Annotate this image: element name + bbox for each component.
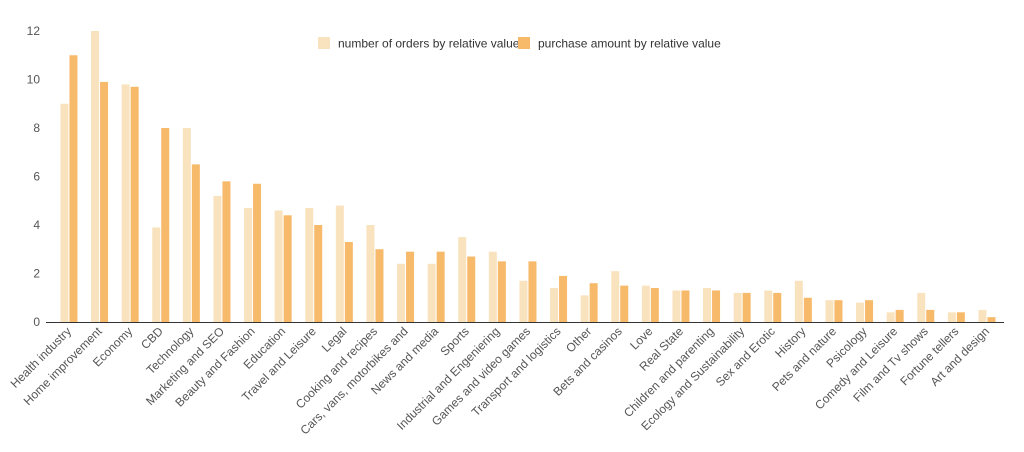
bar-purchase bbox=[436, 251, 445, 322]
bar-purchase bbox=[803, 297, 812, 322]
y-tick-label: 6 bbox=[33, 170, 40, 184]
bar-purchase bbox=[344, 241, 353, 322]
bar-orders bbox=[397, 263, 406, 322]
y-tick-label: 4 bbox=[33, 218, 40, 232]
y-tick-label: 10 bbox=[27, 73, 41, 87]
bar-orders bbox=[60, 103, 69, 322]
bar-orders bbox=[947, 312, 956, 322]
bar-orders bbox=[764, 290, 773, 322]
bar-purchase bbox=[191, 164, 200, 322]
bar-purchase bbox=[253, 183, 262, 322]
bar-purchase bbox=[559, 275, 568, 322]
bar-purchase bbox=[742, 292, 751, 322]
y-tick-label: 2 bbox=[33, 267, 40, 281]
chart-legend: number of orders by relative value purch… bbox=[318, 37, 721, 51]
bar-purchase bbox=[130, 86, 139, 323]
bar-orders bbox=[856, 302, 865, 322]
bar-purchase bbox=[956, 312, 965, 322]
bar-orders bbox=[335, 205, 344, 322]
bar-purchase bbox=[283, 215, 292, 322]
bar-orders bbox=[886, 312, 895, 322]
bar-orders bbox=[825, 300, 834, 322]
bar-purchase bbox=[650, 288, 659, 322]
bar-orders bbox=[213, 195, 222, 322]
bar-purchase bbox=[467, 256, 476, 322]
bar-purchase bbox=[222, 181, 231, 322]
bar-orders bbox=[488, 251, 497, 322]
y-tick-label: 0 bbox=[33, 315, 40, 329]
bar-purchase bbox=[620, 285, 629, 322]
bars-group bbox=[60, 31, 996, 323]
bar-orders bbox=[550, 288, 559, 322]
bar-purchase bbox=[69, 55, 78, 322]
bar-orders bbox=[458, 237, 467, 322]
bar-orders bbox=[519, 280, 528, 322]
legend-label-orders: number of orders by relative value bbox=[338, 37, 520, 51]
legend-label-purchase: purchase amount by relative value bbox=[538, 37, 721, 51]
bar-purchase bbox=[497, 261, 506, 322]
bar-orders bbox=[794, 280, 803, 322]
bar-purchase bbox=[712, 290, 721, 322]
bar-orders bbox=[152, 227, 161, 322]
bar-orders bbox=[917, 292, 926, 322]
bar-orders bbox=[611, 271, 620, 322]
bar-purchase bbox=[895, 309, 904, 322]
bar-orders bbox=[733, 292, 742, 322]
bar-orders bbox=[580, 295, 589, 322]
bar-orders bbox=[427, 263, 436, 322]
bar-purchase bbox=[926, 309, 935, 322]
legend-swatch-purchase bbox=[518, 37, 530, 49]
bar-purchase bbox=[406, 251, 415, 322]
bar-orders bbox=[672, 290, 681, 322]
bar-orders bbox=[91, 31, 100, 322]
bar-orders bbox=[244, 208, 253, 322]
bar-orders bbox=[703, 288, 712, 322]
bar-orders bbox=[978, 309, 987, 322]
bar-purchase bbox=[834, 300, 843, 322]
bar-purchase bbox=[589, 283, 598, 322]
y-axis: 0 2 4 6 8 10 12 bbox=[27, 24, 41, 329]
bar-orders bbox=[182, 128, 191, 322]
bar-orders bbox=[641, 285, 650, 322]
bar-orders bbox=[366, 225, 375, 322]
bar-purchase bbox=[681, 290, 690, 322]
bar-orders bbox=[274, 210, 283, 322]
bar-purchase bbox=[100, 81, 109, 322]
bar-purchase bbox=[375, 249, 384, 322]
bar-purchase bbox=[987, 317, 996, 322]
legend-swatch-orders bbox=[318, 37, 330, 49]
bar-purchase bbox=[314, 225, 323, 322]
bar-purchase bbox=[773, 292, 782, 322]
bar-purchase bbox=[161, 128, 170, 322]
y-tick-label: 12 bbox=[27, 24, 41, 38]
bar-orders bbox=[305, 208, 314, 322]
y-tick-label: 8 bbox=[33, 121, 40, 135]
bar-purchase bbox=[528, 261, 537, 322]
bar-orders bbox=[121, 84, 130, 322]
bar-purchase bbox=[865, 300, 874, 322]
